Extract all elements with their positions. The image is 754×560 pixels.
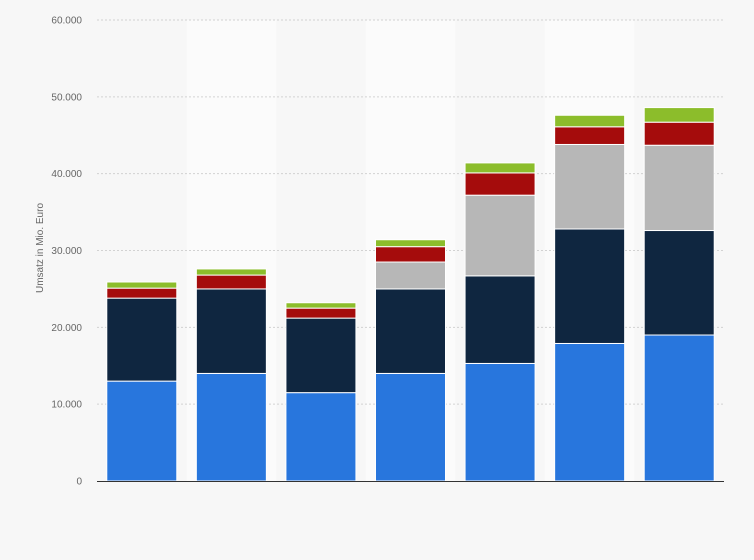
bar-segment xyxy=(375,261,446,290)
bar-segment xyxy=(106,281,178,289)
bar-segment xyxy=(195,268,267,276)
bar-segment xyxy=(375,288,446,374)
bar-segment xyxy=(643,334,715,482)
bar-segment xyxy=(464,162,536,174)
bar-segment xyxy=(464,275,536,364)
y-tick-label: 40.000 xyxy=(51,169,82,180)
bar-segment xyxy=(554,114,626,128)
bar-segment xyxy=(643,107,715,123)
bar-segment xyxy=(554,143,626,230)
bar-segment xyxy=(643,121,715,146)
y-tick-label: 20.000 xyxy=(51,323,82,334)
y-tick-label: 30.000 xyxy=(51,246,82,257)
bar-segment xyxy=(464,194,536,277)
bar-segment xyxy=(554,342,626,482)
y-axis-title: Umsatz in Mio. Euro xyxy=(35,203,46,293)
bar-segment xyxy=(106,287,178,299)
y-tick-label: 10.000 xyxy=(51,400,82,411)
y-axis-ticks: 0 10.000 20.000 30.000 40.000 50.000 60.000 xyxy=(51,16,82,488)
bar-segment xyxy=(375,239,446,248)
bar-segment xyxy=(554,228,626,344)
y-tick-label: 60.000 xyxy=(51,16,82,27)
bar-segment xyxy=(554,126,626,145)
bars xyxy=(106,107,715,482)
bar-segment xyxy=(285,392,357,482)
bar-segment xyxy=(106,380,178,482)
bar-segment xyxy=(375,372,446,482)
bar-segment xyxy=(106,297,178,382)
bar-segment xyxy=(285,317,357,394)
bar-segment xyxy=(643,144,715,232)
bar-segment xyxy=(464,172,536,196)
bar-segment xyxy=(195,372,267,482)
bar-segment xyxy=(464,362,536,482)
y-tick-label: 50.000 xyxy=(51,92,82,103)
bar-segment xyxy=(643,230,715,336)
bar-segment xyxy=(375,246,446,263)
bar-segment xyxy=(285,302,357,309)
bar-segment xyxy=(195,274,267,290)
y-tick-label: 0 xyxy=(76,477,82,488)
bar-segment xyxy=(195,288,267,374)
bar-segment xyxy=(285,307,357,319)
